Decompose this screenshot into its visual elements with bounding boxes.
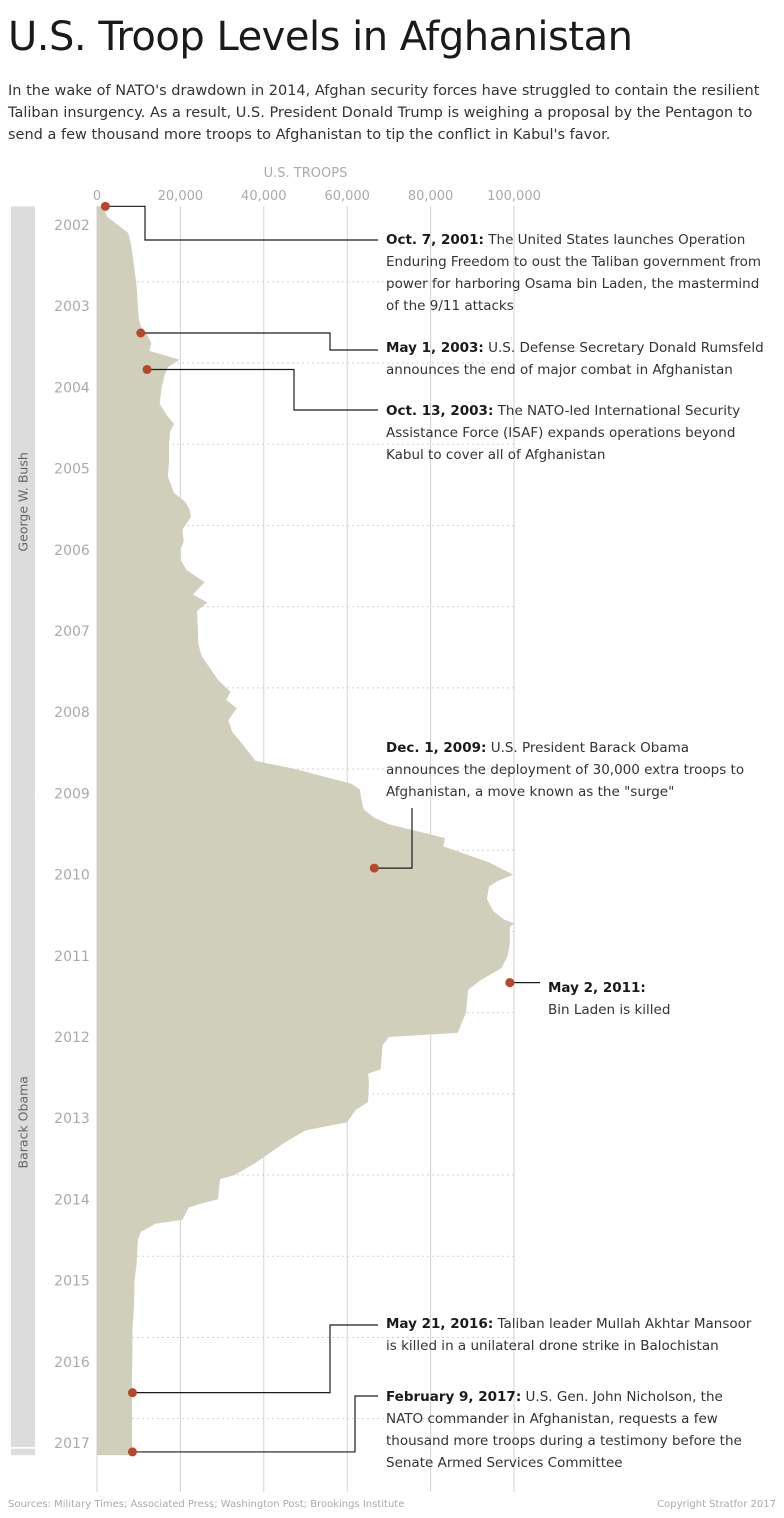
annotation-date: February 9, 2017: — [386, 1389, 522, 1405]
year-label: 2008 — [54, 705, 90, 721]
annotation-text: U.S. Defense Secretary Donald Rumsfeld a… — [386, 340, 764, 378]
year-label: 2005 — [54, 462, 90, 478]
event-marker — [127, 1447, 137, 1457]
year-label: 2014 — [54, 1192, 90, 1208]
year-label: 2012 — [54, 1030, 90, 1046]
presidency-label: George W. Bush — [16, 452, 31, 551]
x-tick-label: 40,000 — [241, 189, 287, 204]
leader-line — [140, 332, 378, 351]
annotation-text: The United States launches Operation End… — [386, 232, 762, 314]
annotation-text: U.S. President Barack Obama announces th… — [386, 740, 745, 800]
annotation-date: May 21, 2016: — [386, 1316, 494, 1332]
year-label: 2010 — [54, 868, 90, 884]
year-label: 2011 — [54, 949, 90, 965]
event-marker — [136, 328, 146, 338]
intro-text: In the wake of NATO's drawdown in 2014, … — [8, 83, 760, 143]
presidency-band — [11, 797, 35, 1448]
page-title: U.S. Troop Levels in Afghanistan — [8, 14, 633, 60]
x-tick-label: 0 — [93, 189, 101, 204]
presidency-band — [11, 206, 35, 798]
year-label: 2006 — [54, 543, 90, 559]
x-tick-label: 80,000 — [408, 189, 454, 204]
axis-labels: 0 20,000 40,000 60,000 80,000 100,000 U.S. TRO… — [54, 166, 541, 1452]
leader-line — [374, 808, 413, 869]
year-label: 2004 — [54, 380, 90, 396]
year-label: 2015 — [54, 1274, 90, 1290]
leader-lines — [105, 205, 540, 1453]
year-label: 2002 — [54, 218, 90, 234]
troop-area — [97, 206, 514, 1456]
presidency-band — [11, 1448, 35, 1456]
x-tick-label: 100,000 — [487, 189, 541, 204]
leader-line — [147, 368, 378, 411]
annotation-text: U.S. Gen. John Nicholson, the NATO comma… — [386, 1389, 742, 1471]
annotation-oef-launch: Oct. 7, 2001: The United States launches… — [386, 229, 766, 317]
presidency-bands: George W. Bush Barack Obama — [11, 206, 35, 1456]
annotation-text: Bin Laden is killed — [548, 1002, 671, 1018]
leader-line — [132, 1324, 378, 1394]
annotation-isaf-expansion: Oct. 13, 2003: The NATO-led Internationa… — [386, 400, 776, 466]
footer-sources: Sources: Military Times; Associated Pres… — [8, 1499, 405, 1510]
annotation-surge: Dec. 1, 2009: U.S. President Barack Obam… — [386, 737, 761, 803]
year-label: 2016 — [54, 1355, 90, 1371]
annotation-date: Dec. 1, 2009: — [386, 740, 487, 756]
x-axis-label: U.S. TROOPS — [264, 166, 348, 181]
annotation-mansoor-killed: May 21, 2016: Taliban leader Mullah Akht… — [386, 1313, 761, 1357]
event-marker — [505, 978, 515, 988]
year-label: 2017 — [54, 1436, 90, 1452]
annotation-date: May 1, 2003: — [386, 340, 484, 356]
year-label: 2009 — [54, 786, 90, 802]
annotation-nicholson-request: February 9, 2017: U.S. Gen. John Nichols… — [386, 1386, 761, 1474]
year-label: 2003 — [54, 299, 90, 315]
annotation-date: Oct. 7, 2001: — [386, 232, 484, 248]
leader-line — [105, 205, 378, 241]
event-markers — [100, 201, 515, 1457]
annotation-date: May 2, 2011: — [548, 980, 646, 996]
year-label: 2013 — [54, 1111, 90, 1127]
event-marker — [100, 201, 110, 211]
x-tick-label: 20,000 — [158, 189, 204, 204]
annotation-date: Oct. 13, 2003: — [386, 403, 494, 419]
annotation-text: The NATO-led International Security Assi… — [386, 403, 741, 463]
presidency-label: Barack Obama — [16, 1076, 31, 1168]
footer-copyright: Copyright Stratfor 2017 — [657, 1499, 776, 1510]
troop-area-shape — [97, 206, 514, 1456]
event-marker — [369, 863, 379, 873]
annotation-major-combat-end: May 1, 2003: U.S. Defense Secretary Dona… — [386, 337, 766, 381]
year-label: 2007 — [54, 624, 90, 640]
event-marker — [142, 365, 152, 375]
x-tick-label: 60,000 — [324, 189, 370, 204]
event-marker — [127, 1388, 137, 1398]
leader-line — [132, 1395, 378, 1453]
annotation-bin-laden-killed: May 2, 2011: Bin Laden is killed — [548, 977, 768, 1021]
annotation-text: Taliban leader Mullah Akhtar Mansoor is … — [386, 1316, 752, 1354]
